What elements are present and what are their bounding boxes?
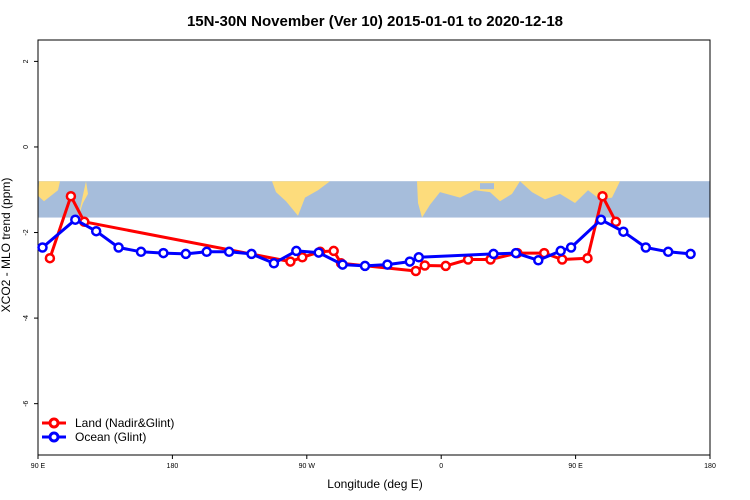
data-point [90,225,102,237]
y-tick-label: 2 [23,59,30,63]
y-tick-label: -6 [23,400,30,406]
legend-land-marker [48,417,60,429]
data-point [268,258,280,269]
data-point [533,255,544,266]
data-point [158,247,169,259]
data-point [555,245,566,257]
data-point [70,214,81,225]
data-point [462,254,474,265]
data-point [37,242,48,253]
series-line [41,218,691,268]
x-tick-label: 180 [167,463,179,470]
y-tick-label: -4 [23,315,30,321]
y-axis-label: XCO2 - MLO trend (ppm) [0,178,13,313]
x-tick-label: 90 W [299,463,316,470]
world-map-band [38,181,710,218]
data-point [180,248,192,260]
y-tick-label: 0 [23,145,30,149]
data-point [223,246,235,258]
data-point [285,256,296,267]
data-point [556,254,568,265]
data-point [685,248,696,260]
data-point [597,190,608,202]
data-point [618,226,629,237]
data-point [44,252,56,264]
data-point [565,242,577,253]
series-1 [37,214,696,272]
legend-item-land: Land (Nadir&Glint) [42,416,174,430]
x-tick-label: 0 [439,463,443,470]
x-axis-label: Longitude (deg E) [327,477,422,491]
data-point [337,259,348,270]
data-point [328,245,339,257]
land-area [520,181,620,203]
data-point [662,246,674,258]
legend-ocean-marker [48,431,60,443]
data-point [440,260,451,272]
y-tick-label: -2 [23,229,30,235]
x-tick-label: 90 E [568,463,583,470]
data-point [413,252,425,263]
data-point [595,214,607,225]
data-point [359,260,371,272]
data-point [135,246,147,258]
data-point [404,256,416,267]
series-layer [37,190,696,277]
legend-land-label: Land (Nadir&Glint) [75,416,174,430]
sea-inlet [480,183,494,190]
x-tick-label: 180 [704,463,716,470]
data-point [582,252,593,264]
land-area [78,181,88,218]
data-point [65,190,77,202]
x-tick-label: 90 E [31,463,46,470]
chart-title: 15N-30N November (Ver 10) 2015-01-01 to … [187,13,563,30]
legend-ocean-label: Ocean (Glint) [75,430,146,444]
legend-item-ocean: Ocean (Glint) [42,430,146,444]
data-point [382,259,393,270]
data-point [510,247,522,259]
data-point [201,246,212,258]
land-area [417,181,520,218]
data-point [313,247,324,258]
land-area [38,181,60,202]
data-point [610,216,622,228]
x-axis: 90 E 180 90 W 0 90 E 180 [31,455,716,470]
y-axis: 2 0 -2 -4 -6 [23,59,38,407]
data-point [113,242,124,253]
data-point [419,260,431,271]
data-point [297,252,308,263]
data-point [640,242,652,253]
data-point [410,265,422,277]
legend: Land (Nadir&Glint) Ocean (Glint) [42,416,174,444]
data-point [291,245,302,257]
data-point [246,248,257,260]
data-point [488,248,499,260]
land-area [272,181,330,216]
